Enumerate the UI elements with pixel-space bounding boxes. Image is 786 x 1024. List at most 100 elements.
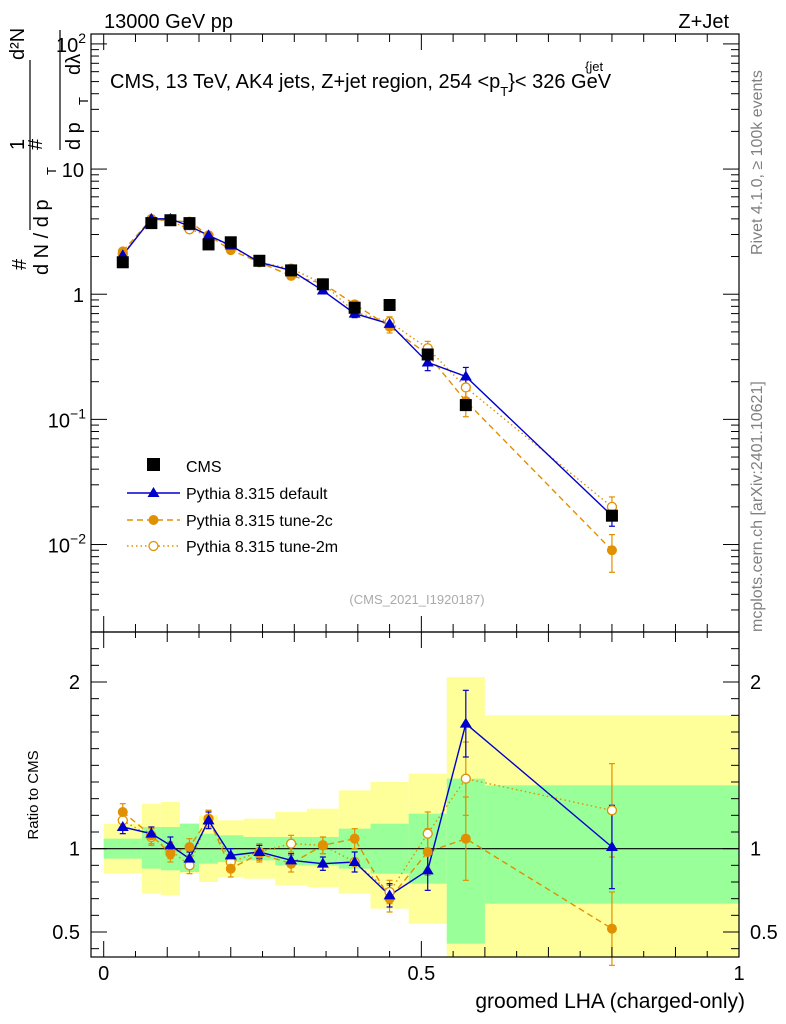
ratio-default-point	[183, 852, 196, 863]
ylabel-T-sub-2: T	[76, 97, 91, 105]
x-axis-label: groomed LHA (charged-only)	[475, 990, 745, 1013]
cms-point	[116, 256, 129, 269]
cms-point	[383, 299, 396, 312]
tune2c-point	[606, 545, 617, 556]
main-plot-panel: 10−2 10−1 1 10 102 CMS, 13 TeV, AK4 jets, Z+…	[7, 28, 740, 633]
ratio-tune2c-point	[349, 833, 360, 844]
ratio-default-point	[316, 857, 329, 868]
cms-point	[459, 399, 472, 412]
title-suffix: }< 326 GeV	[508, 71, 612, 93]
ylabel-dN-dp: d N / d p	[31, 199, 53, 275]
ratio-y-tick-label-right: 2	[750, 672, 761, 694]
ylabel-T-sub-1: T	[44, 167, 59, 175]
cms-point	[348, 301, 361, 314]
process-label: Z+Jet	[678, 11, 729, 33]
legend-tune2m-marker	[148, 540, 159, 552]
ylabel-one: 1	[7, 139, 29, 150]
cms-point	[421, 348, 434, 361]
main-y-tick-label: 10	[62, 160, 84, 182]
x-tick-label: 1	[733, 963, 744, 985]
ratio-tune2c-point	[606, 923, 617, 934]
main-x-axis	[103, 34, 740, 632]
ratio-y-tick-label: 1	[69, 839, 80, 861]
ratio-default-point	[383, 889, 396, 900]
cms-point	[224, 236, 237, 249]
ratio-default-point	[224, 849, 237, 860]
ratio-axes: 0.5 0.5 1 1 2 2 0 0.5 1	[52, 632, 778, 985]
ratio-default-point	[285, 854, 298, 865]
legend-cms-label: CMS	[186, 459, 222, 476]
main-plot-marks	[116, 212, 618, 573]
tune2m-line	[122, 218, 613, 508]
ratio-default-point	[253, 846, 266, 856]
legend-default-marker	[147, 487, 160, 497]
ratio-y-tick-label-right: 1	[750, 839, 761, 861]
main-y-tick-label: 10−2	[48, 531, 86, 558]
cms-point	[253, 254, 266, 267]
ratio-y-tick-label: 2	[69, 672, 80, 694]
ylabel-dlambda: dλ	[63, 54, 85, 75]
default-point	[202, 229, 215, 240]
ratio-y-tick-label: 0.5	[52, 922, 80, 944]
ylabel-hash-2: #	[25, 138, 47, 150]
ratio-default-point	[164, 839, 177, 850]
ratio-plot-marks	[91, 677, 739, 966]
rivet-version-label: Rivet 4.1.0, ≥ 100k events	[749, 70, 766, 255]
legend-tune2m-label: Pythia 8.315 tune-2m	[186, 539, 338, 556]
ratio-tune2m-point	[285, 838, 297, 849]
x-tick-label: 0	[98, 963, 109, 985]
legend-default-label: Pythia 8.315 default	[186, 486, 328, 503]
svg-text:CMS, 13 TeV, AK4 jets, Z+jet r: CMS, 13 TeV, AK4 jets, Z+jet region, 254…	[110, 71, 612, 99]
main-y-tick-label: 102	[56, 30, 86, 57]
mcplots-label: mcplots.cern.ch [arXiv:2401.10621]	[749, 381, 766, 632]
main-y-tick-label: 10−1	[48, 405, 86, 432]
cms-point	[285, 264, 298, 277]
ratio-tune2c-point	[184, 842, 195, 852]
plot-title: CMS, 13 TeV, AK4 jets, Z+jet region, 254…	[110, 59, 612, 99]
ratio-default-point	[459, 717, 472, 728]
ratio-default-point	[348, 856, 361, 866]
default-point	[459, 370, 472, 381]
ratio-default-point	[605, 841, 618, 851]
cms-point	[164, 214, 177, 227]
ylabel-dp: d p	[63, 122, 85, 150]
ratio-tune2c-point	[117, 807, 128, 817]
main-y-tick-label: 1	[73, 285, 84, 307]
default-point	[383, 317, 396, 328]
title-subscript: T	[500, 84, 508, 99]
ylabel-d2N: d²N	[7, 28, 29, 60]
ratio-plot-panel: 0.5 0.5 1 1 2 2 0 0.5 1 Ratio to CMS groomed LHA…	[25, 631, 778, 1013]
main-y-axis: 10−2 10−1 1 10 102	[48, 30, 739, 633]
legend-tune2c-marker	[148, 515, 159, 525]
ratio-plot-frame	[90, 631, 740, 958]
cms-point	[145, 217, 158, 230]
title-prefix: CMS, 13 TeV, AK4 jets, Z+jet region, 254…	[110, 71, 500, 93]
analysis-tag: (CMS_2021_I1920187)	[349, 592, 484, 607]
ratio-default-point	[421, 864, 434, 875]
ratio-tune2c-point	[225, 863, 236, 874]
cms-point	[605, 509, 618, 522]
tune2m-point	[460, 382, 471, 393]
ratio-tune2m-point	[460, 773, 471, 784]
default-point	[421, 356, 434, 367]
ratio-tune2c-point	[460, 833, 471, 844]
ratio-y-tick-label-right: 0.5	[750, 922, 778, 944]
x-tick-label: 0.5	[407, 963, 435, 985]
energy-label: 13000 GeV pp	[104, 11, 233, 33]
cms-point	[316, 278, 329, 291]
main-y-axis-label: # 1 d N / d p T d²N # d p T dλ	[7, 28, 91, 275]
ratio-default-point	[202, 814, 215, 825]
ylabel-hash-1: #	[9, 258, 31, 270]
ratio-tune2m-point	[422, 828, 433, 839]
ratio-tune2c-point	[165, 848, 176, 859]
ratio-tune2c-line	[122, 811, 613, 930]
cms-point	[183, 217, 196, 230]
ratio-tune2m-point	[606, 805, 618, 816]
ratio-y-axis-label: Ratio to CMS	[25, 750, 42, 839]
title-superscript: {jet	[585, 59, 603, 74]
cms-point	[202, 238, 215, 251]
legend: CMS Pythia 8.315 default Pythia 8.315 tu…	[127, 458, 338, 556]
ratio-tune2m-line	[122, 777, 613, 894]
legend-cms-marker	[147, 458, 160, 471]
